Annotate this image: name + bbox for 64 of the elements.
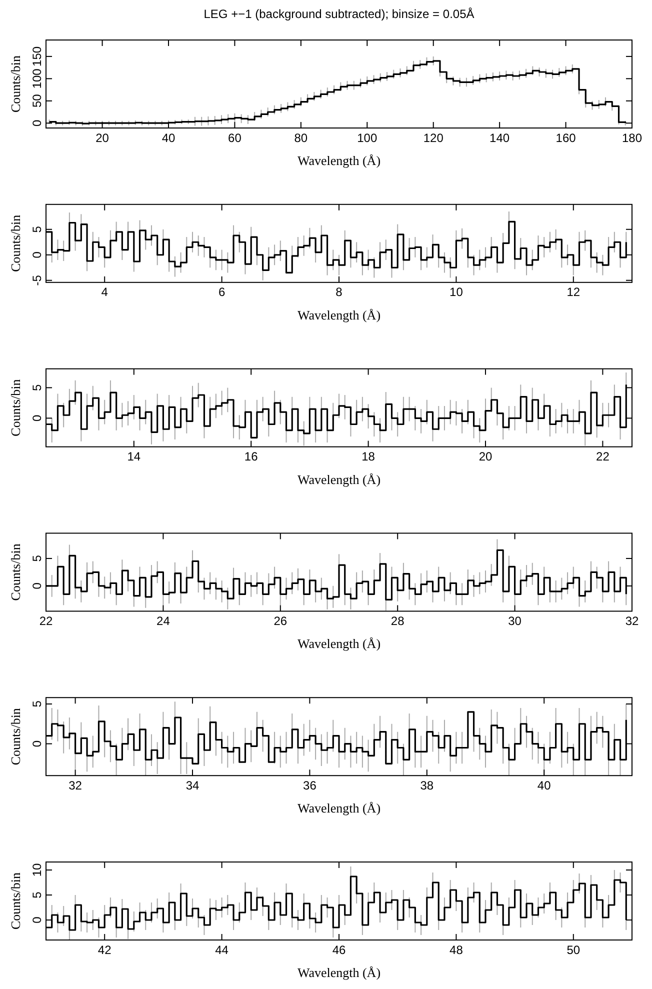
x-tick-label: 24 — [156, 614, 170, 628]
x-tick-label: 8 — [336, 285, 343, 300]
y-axis-title: Counts/bin — [8, 543, 23, 601]
x-tick-label: 120 — [423, 130, 444, 145]
y-tick-label: 5 — [30, 554, 44, 562]
x-tick-label: 6 — [218, 285, 226, 300]
x-tick-label: 30 — [508, 614, 522, 628]
x-tick-label: 48 — [450, 942, 464, 957]
x-tick-label: 32 — [625, 614, 639, 628]
x-tick-label: 180 — [622, 130, 642, 145]
x-axis-title: Wavelength (Å) — [297, 800, 381, 816]
x-tick-label: 50 — [566, 942, 580, 957]
y-tick-label: 0 — [30, 582, 44, 590]
x-tick-label: 22 — [39, 614, 53, 628]
y-tick-label: -5 — [30, 274, 44, 286]
x-tick-label: 140 — [490, 130, 510, 145]
x-tick-label: 14 — [127, 450, 141, 464]
x-tick-label: 46 — [332, 942, 346, 957]
x-tick-label: 160 — [556, 130, 576, 145]
y-tick-label: 10 — [30, 863, 44, 877]
x-axis-title: Wavelength (Å) — [297, 472, 381, 487]
x-tick-label: 80 — [294, 130, 308, 145]
y-tick-label: 0 — [30, 414, 44, 422]
x-tick-label: 26 — [274, 614, 288, 628]
y-axis-title: Counts/bin — [8, 214, 23, 272]
x-tick-label: 40 — [162, 130, 176, 145]
x-axis-title: Wavelength (Å) — [297, 965, 381, 980]
x-tick-label: 16 — [244, 450, 258, 464]
x-tick-label: 40 — [537, 778, 552, 792]
x-tick-label: 34 — [186, 778, 200, 792]
y-tick-label: 100 — [30, 68, 44, 89]
x-tick-label: 38 — [420, 778, 434, 792]
x-tick-label: 100 — [357, 130, 378, 145]
x-tick-label: 18 — [362, 450, 376, 464]
x-tick-label: 28 — [390, 614, 405, 628]
y-tick-label: 0 — [30, 119, 44, 126]
y-axis-title: Counts/bin — [8, 708, 23, 766]
x-tick-label: 32 — [68, 778, 82, 792]
y-tick-label: 5 — [30, 891, 44, 898]
y-tick-label: 5 — [30, 700, 44, 708]
y-tick-label: 5 — [30, 226, 44, 233]
x-tick-label: 42 — [98, 942, 112, 957]
y-tick-label: 0 — [30, 251, 44, 258]
x-tick-label: 22 — [596, 450, 610, 464]
y-axis-title: Counts/bin — [8, 54, 23, 113]
y-axis-title: Counts/bin — [8, 378, 23, 436]
y-axis-title: Counts/bin — [8, 872, 23, 930]
x-axis-title: Wavelength (Å) — [297, 153, 381, 168]
x-tick-label: 20 — [96, 130, 110, 145]
x-tick-label: 4 — [101, 285, 108, 300]
x-tick-label: 36 — [303, 778, 317, 792]
y-tick-label: 5 — [30, 384, 44, 392]
y-tick-label: 150 — [30, 46, 44, 66]
x-axis-title: Wavelength (Å) — [297, 307, 381, 322]
chart-title: LEG +−1 (background subtracted); binsize = 0.05Å — [204, 7, 474, 21]
x-axis-title: Wavelength (Å) — [297, 636, 381, 652]
x-tick-label: 60 — [228, 130, 242, 145]
x-tick-label: 20 — [478, 450, 492, 464]
y-tick-label: 0 — [30, 916, 44, 924]
x-tick-label: 44 — [215, 942, 229, 957]
x-tick-label: 10 — [450, 285, 464, 300]
x-tick-label: 12 — [566, 285, 580, 300]
y-tick-label: 0 — [30, 740, 44, 748]
y-tick-label: 50 — [30, 94, 44, 108]
